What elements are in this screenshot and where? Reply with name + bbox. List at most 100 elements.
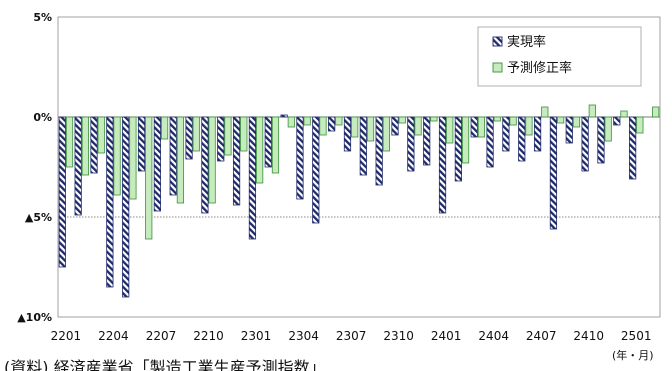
realization-bar-2411 — [597, 116, 605, 164]
revision-bar-2311 — [414, 116, 422, 136]
revision-bar-2205 — [129, 116, 137, 200]
realization-bar-2501 — [629, 116, 637, 180]
revision-bar-2308 — [366, 116, 375, 142]
revision-bar-2411 — [604, 116, 612, 142]
revision-bar-2206 — [145, 116, 153, 240]
y-tick-label: 5% — [33, 11, 52, 24]
revision-bar-2404 — [493, 116, 501, 122]
realization-bar-2210 — [201, 116, 209, 214]
realization-bar-2409 — [565, 116, 573, 144]
revision-bar-2304 — [303, 116, 311, 126]
revision-bar-2408 — [557, 116, 565, 124]
realization-bar-2308 — [359, 116, 367, 176]
x-tick-label: 2204 — [98, 329, 129, 343]
revision-bar-2310 — [398, 116, 406, 124]
revision-bar-2407 — [541, 106, 549, 118]
x-tick-label: 2207 — [146, 329, 177, 343]
revision-bar-2406 — [525, 116, 533, 136]
realization-bar-2202 — [74, 116, 82, 216]
realization-bar-2203 — [90, 116, 98, 174]
legend: 実現率 予測修正率 — [477, 26, 642, 87]
revision-bar-2402 — [461, 116, 470, 164]
x-tick-label: 2410 — [573, 329, 604, 343]
legend-marker-realization — [492, 36, 503, 47]
realization-bar-2305 — [312, 116, 320, 224]
revision-bar-2502 — [652, 106, 660, 118]
realization-bar-2204 — [106, 116, 114, 288]
revision-bar-2501 — [636, 116, 644, 134]
revision-bar-2210 — [208, 116, 216, 204]
revision-bar-2212 — [240, 116, 248, 152]
revision-bar-2211 — [224, 116, 232, 156]
realization-bar-2205 — [122, 116, 130, 298]
revision-bar-2207 — [160, 116, 169, 140]
realization-bar-2207 — [153, 116, 161, 212]
realization-bar-2209 — [185, 116, 193, 160]
realization-bar-2309 — [375, 116, 383, 186]
revision-bar-2303 — [287, 116, 295, 128]
realization-bar-2406 — [518, 116, 526, 162]
revision-bar-2305 — [319, 116, 327, 136]
y-tick-label: ▲5% — [25, 211, 52, 224]
revision-bar-2208 — [176, 116, 185, 204]
revision-bar-2410 — [588, 104, 596, 118]
realization-bar-2208 — [169, 116, 177, 196]
x-axis-ticks: 2201 2204 2207 2210 2301 2304 2307 2310 2401 2404… — [51, 329, 652, 343]
realization-bar-2403 — [470, 116, 478, 138]
source-note: (資料) 経済産業省「製造工業生産予測指数」 — [4, 357, 544, 371]
realization-bar-2311 — [407, 116, 415, 172]
realization-bar-2301 — [248, 116, 257, 240]
legend-box — [477, 26, 642, 87]
legend-marker-revision — [492, 62, 503, 73]
revision-bar-2309 — [382, 116, 390, 152]
x-tick-label: 2401 — [431, 329, 462, 343]
realization-bar-2405 — [502, 116, 510, 152]
revision-bar-2403 — [477, 116, 486, 138]
legend-label-realization: 実現率 — [507, 34, 546, 50]
bars-group — [58, 104, 660, 298]
realization-bar-2401 — [438, 116, 447, 214]
realization-bar-2402 — [454, 116, 462, 182]
x-axis-label: (年・月) — [612, 348, 654, 362]
realization-bar-2304 — [296, 116, 304, 200]
revision-bar-2306 — [335, 116, 343, 126]
revision-bar-2301 — [256, 116, 264, 184]
revision-bar-2412 — [620, 110, 628, 118]
x-tick-label: 2210 — [193, 329, 224, 343]
realization-bar-2201 — [58, 116, 66, 268]
x-tick-label: 2404 — [478, 329, 509, 343]
x-tick-label: 2201 — [51, 329, 82, 343]
legend-label-revision: 予測修正率 — [507, 60, 572, 76]
x-tick-label: 2310 — [383, 329, 414, 343]
revision-bar-2401 — [446, 116, 454, 144]
realization-bar-2306 — [328, 116, 336, 132]
revision-bar-2203 — [97, 116, 105, 154]
y-axis-ticks: 5% 0% ▲5% ▲10% — [17, 11, 52, 324]
revision-bar-2409 — [572, 116, 581, 128]
revision-bar-2201 — [65, 116, 74, 168]
revision-bar-2307 — [351, 116, 359, 138]
revision-bar-2202 — [81, 116, 89, 176]
realization-bar-2307 — [343, 116, 352, 152]
realization-bar-2303 — [280, 114, 288, 118]
realization-bar-2302 — [264, 116, 272, 168]
y-tick-label: ▲10% — [17, 311, 52, 324]
realization-bar-2310 — [391, 116, 399, 136]
realization-bar-2404 — [486, 116, 494, 168]
revision-bar-2302 — [271, 116, 280, 174]
source-note-text: (資料) 経済産業省「製造工業生産予測指数」 — [4, 358, 326, 371]
x-tick-label: 2307 — [336, 329, 367, 343]
realization-bar-2408 — [549, 116, 558, 230]
realization-bar-2412 — [613, 116, 621, 126]
realization-bar-2206 — [137, 116, 146, 172]
revision-bar-2405 — [509, 116, 517, 126]
realization-bar-2410 — [581, 116, 589, 172]
realization-bar-2407 — [533, 116, 542, 152]
realization-bar-2312 — [423, 116, 431, 166]
revision-bar-2204 — [113, 116, 121, 196]
realization-bar-2211 — [217, 116, 225, 162]
x-tick-label: 2301 — [241, 329, 272, 343]
x-tick-label: 2501 — [621, 329, 652, 343]
revision-bar-2209 — [192, 116, 200, 152]
